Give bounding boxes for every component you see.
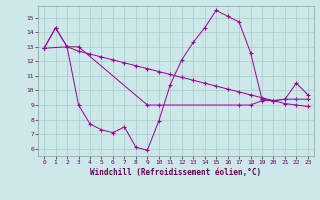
X-axis label: Windchill (Refroidissement éolien,°C): Windchill (Refroidissement éolien,°C)	[91, 168, 261, 177]
